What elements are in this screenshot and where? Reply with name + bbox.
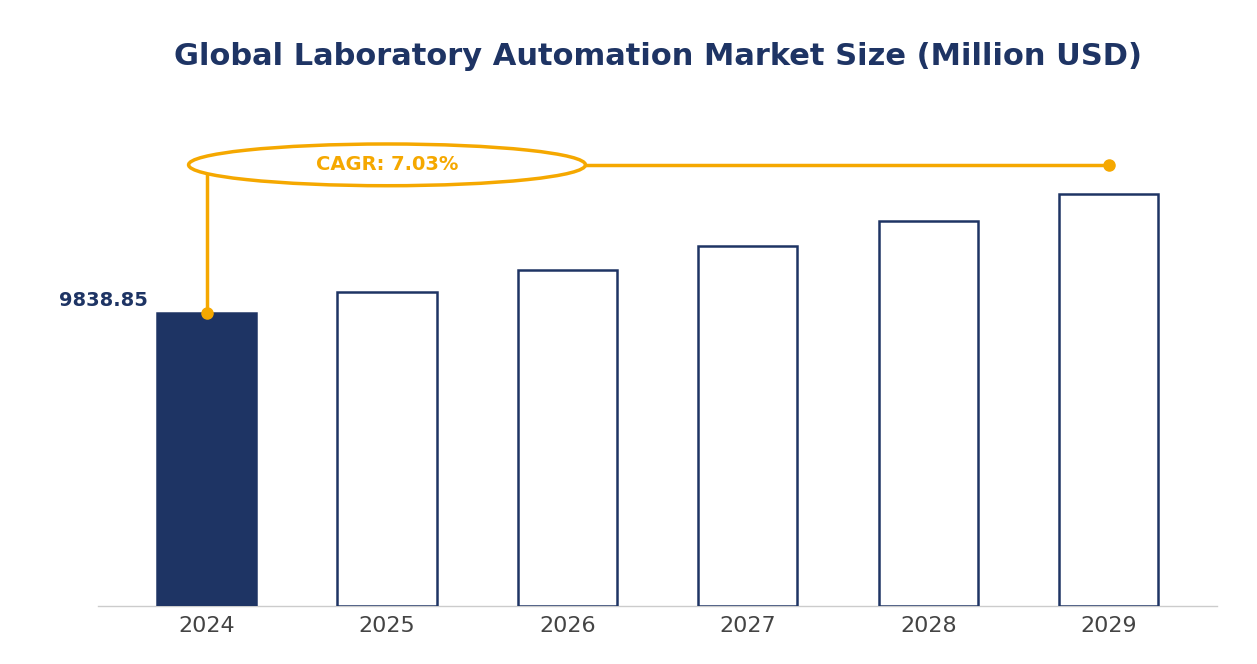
Bar [337,292,436,606]
Bar [698,246,797,606]
Title: Global Laboratory Automation Market Size (Million USD): Global Laboratory Automation Market Size… [173,42,1141,70]
Ellipse shape [189,144,586,186]
Text: 9838.85: 9838.85 [59,291,148,309]
Bar [1058,194,1158,606]
Bar [157,313,256,606]
Bar [879,221,978,606]
Text: CAGR: 7.03%: CAGR: 7.03% [316,155,459,175]
Bar [518,270,617,606]
